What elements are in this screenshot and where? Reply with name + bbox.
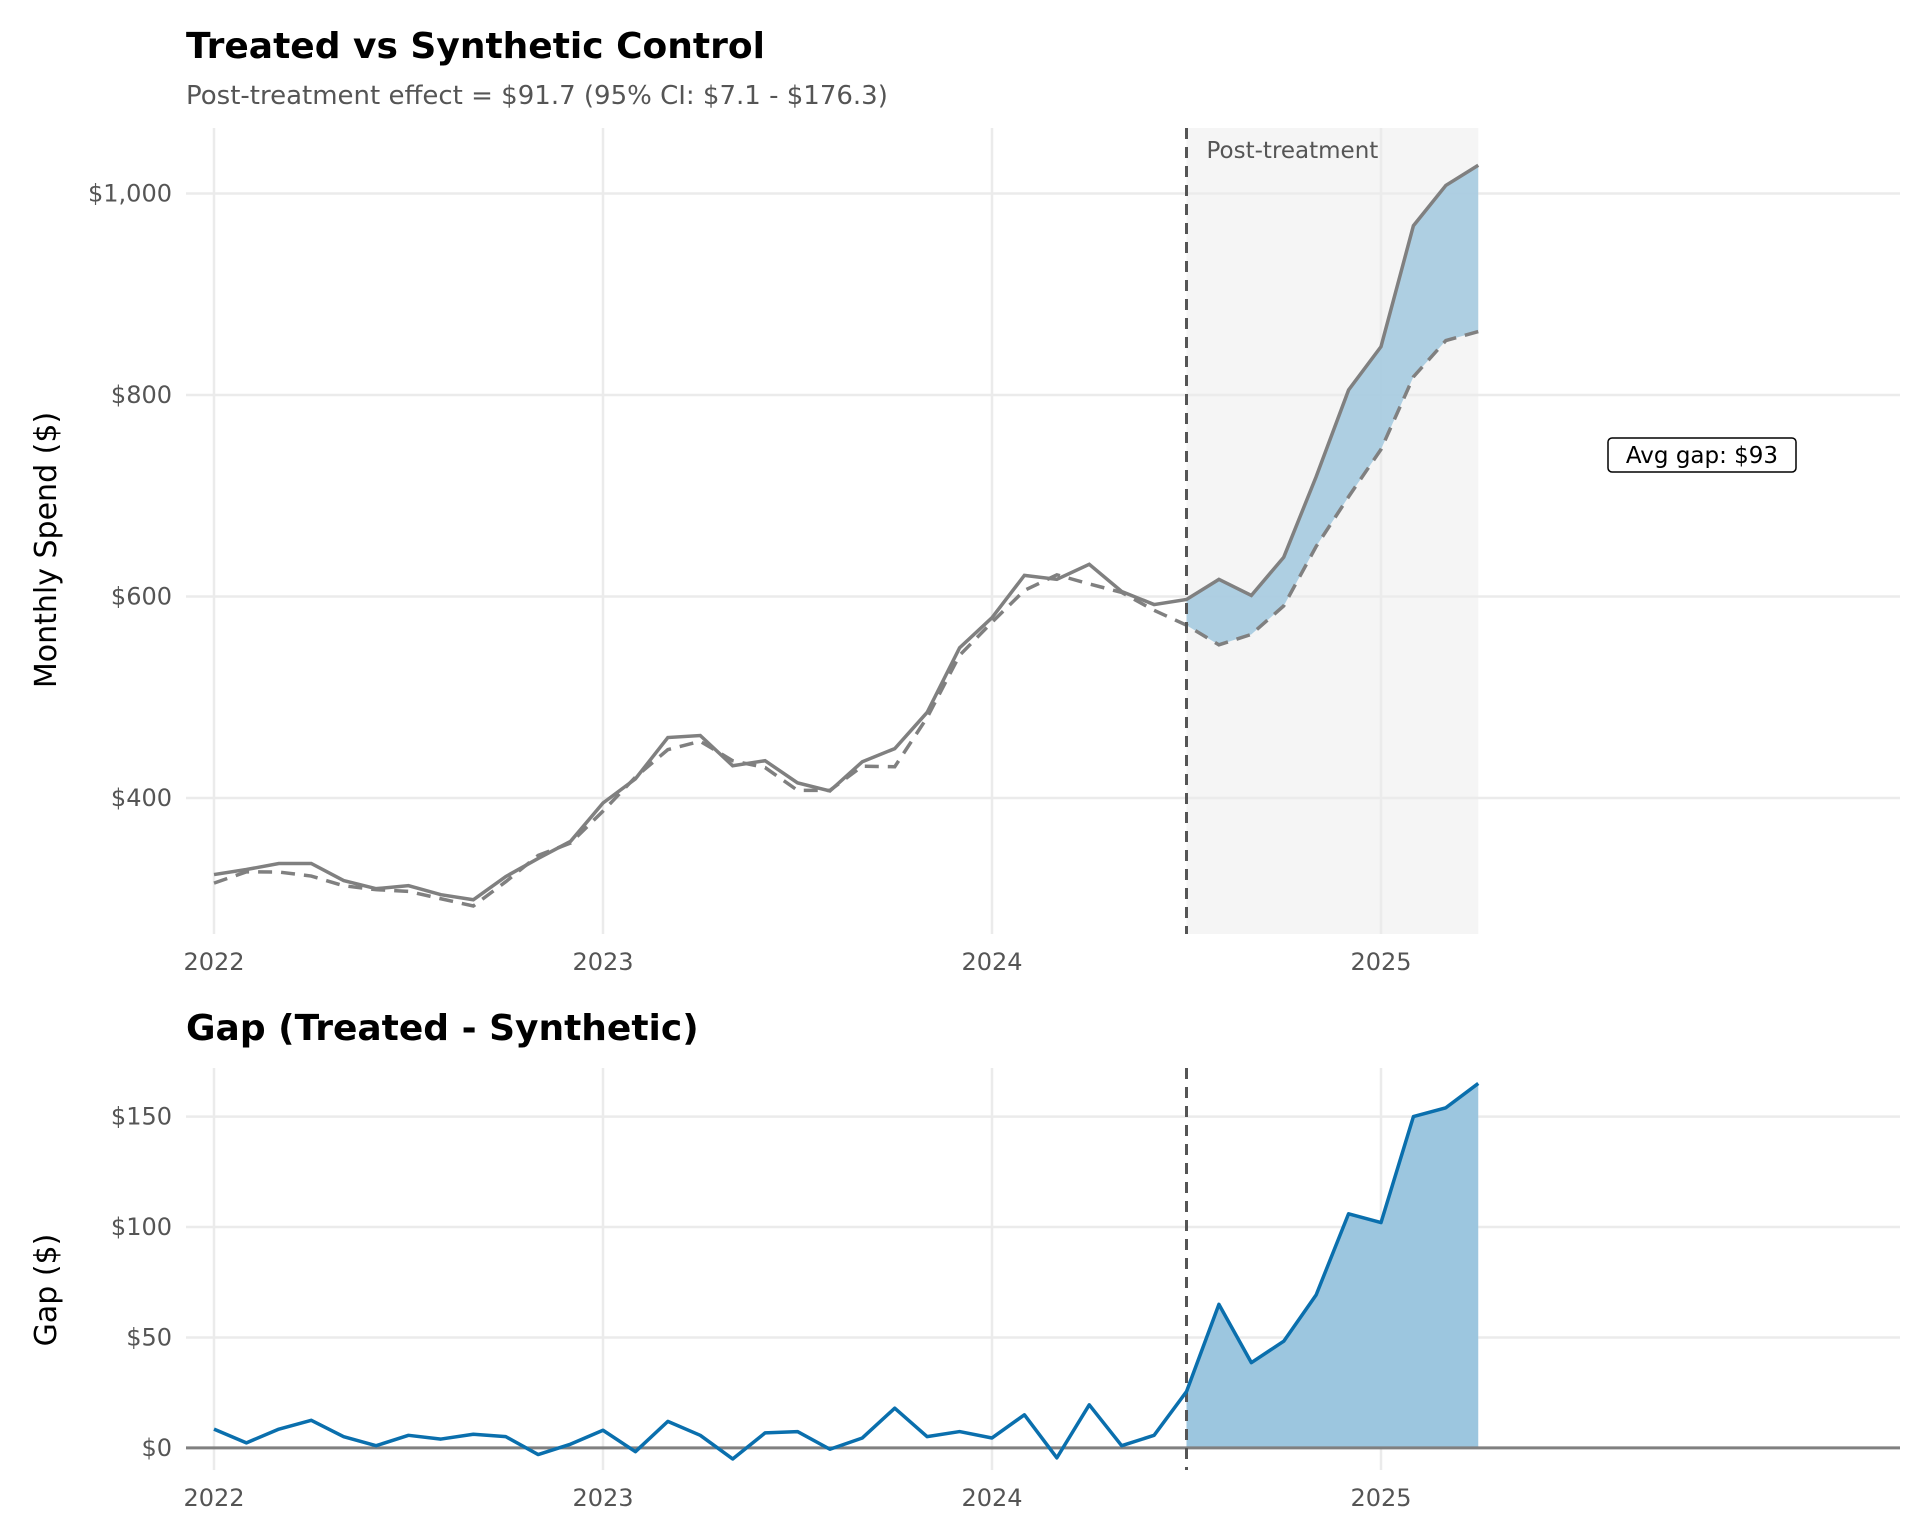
gap-area: [1186, 1083, 1479, 1448]
x-tick-label: 2023: [572, 1484, 633, 1512]
treated-line: [213, 163, 1480, 902]
x-tick-label: 2022: [183, 1484, 244, 1512]
bottom-plot-area: $0 $50 $100 $150 2022 2023 2024 2025: [111, 1068, 1900, 1512]
gap-line: [213, 1082, 1480, 1461]
y-tick-label: $800: [111, 381, 172, 409]
top-chart-subtitle: Post-treatment effect = $91.7 (95% CI: $…: [186, 81, 888, 111]
y-tick-label: $100: [111, 1213, 172, 1241]
avg-gap-label-box: [1607, 437, 1797, 473]
x-tick-label: 2022: [183, 948, 244, 976]
gap-ribbon: [1186, 165, 1479, 645]
top-chart-title: Treated vs Synthetic Control: [186, 26, 765, 67]
y-tick-label: $150: [111, 1103, 172, 1131]
post-treatment-label: Post-treatment: [1207, 138, 1379, 164]
x-tick-label: 2025: [1350, 1484, 1411, 1512]
y-tick-label: $400: [111, 784, 172, 812]
y-tick-label: $50: [126, 1323, 172, 1351]
y-tick-label: $600: [111, 582, 172, 610]
avg-gap-label: Avg gap: $93: [1626, 443, 1778, 469]
x-tick-label: 2025: [1350, 948, 1411, 976]
x-tick-label: 2023: [572, 948, 633, 976]
bottom-chart-title: Gap (Treated - Synthetic): [186, 1008, 699, 1049]
bottom-y-axis-label: Gap ($): [29, 1234, 64, 1347]
top-y-axis-label: Monthly Spend ($): [29, 412, 64, 688]
x-tick-label: 2024: [961, 948, 1022, 976]
y-tick-label: $0: [141, 1434, 172, 1462]
top-plot-area: $400 $600 $800 $1,000 2022 2023 2024 2025 Post-t…: [88, 128, 1900, 976]
x-tick-label: 2024: [961, 1484, 1022, 1512]
y-tick-label: $1,000: [88, 179, 172, 207]
